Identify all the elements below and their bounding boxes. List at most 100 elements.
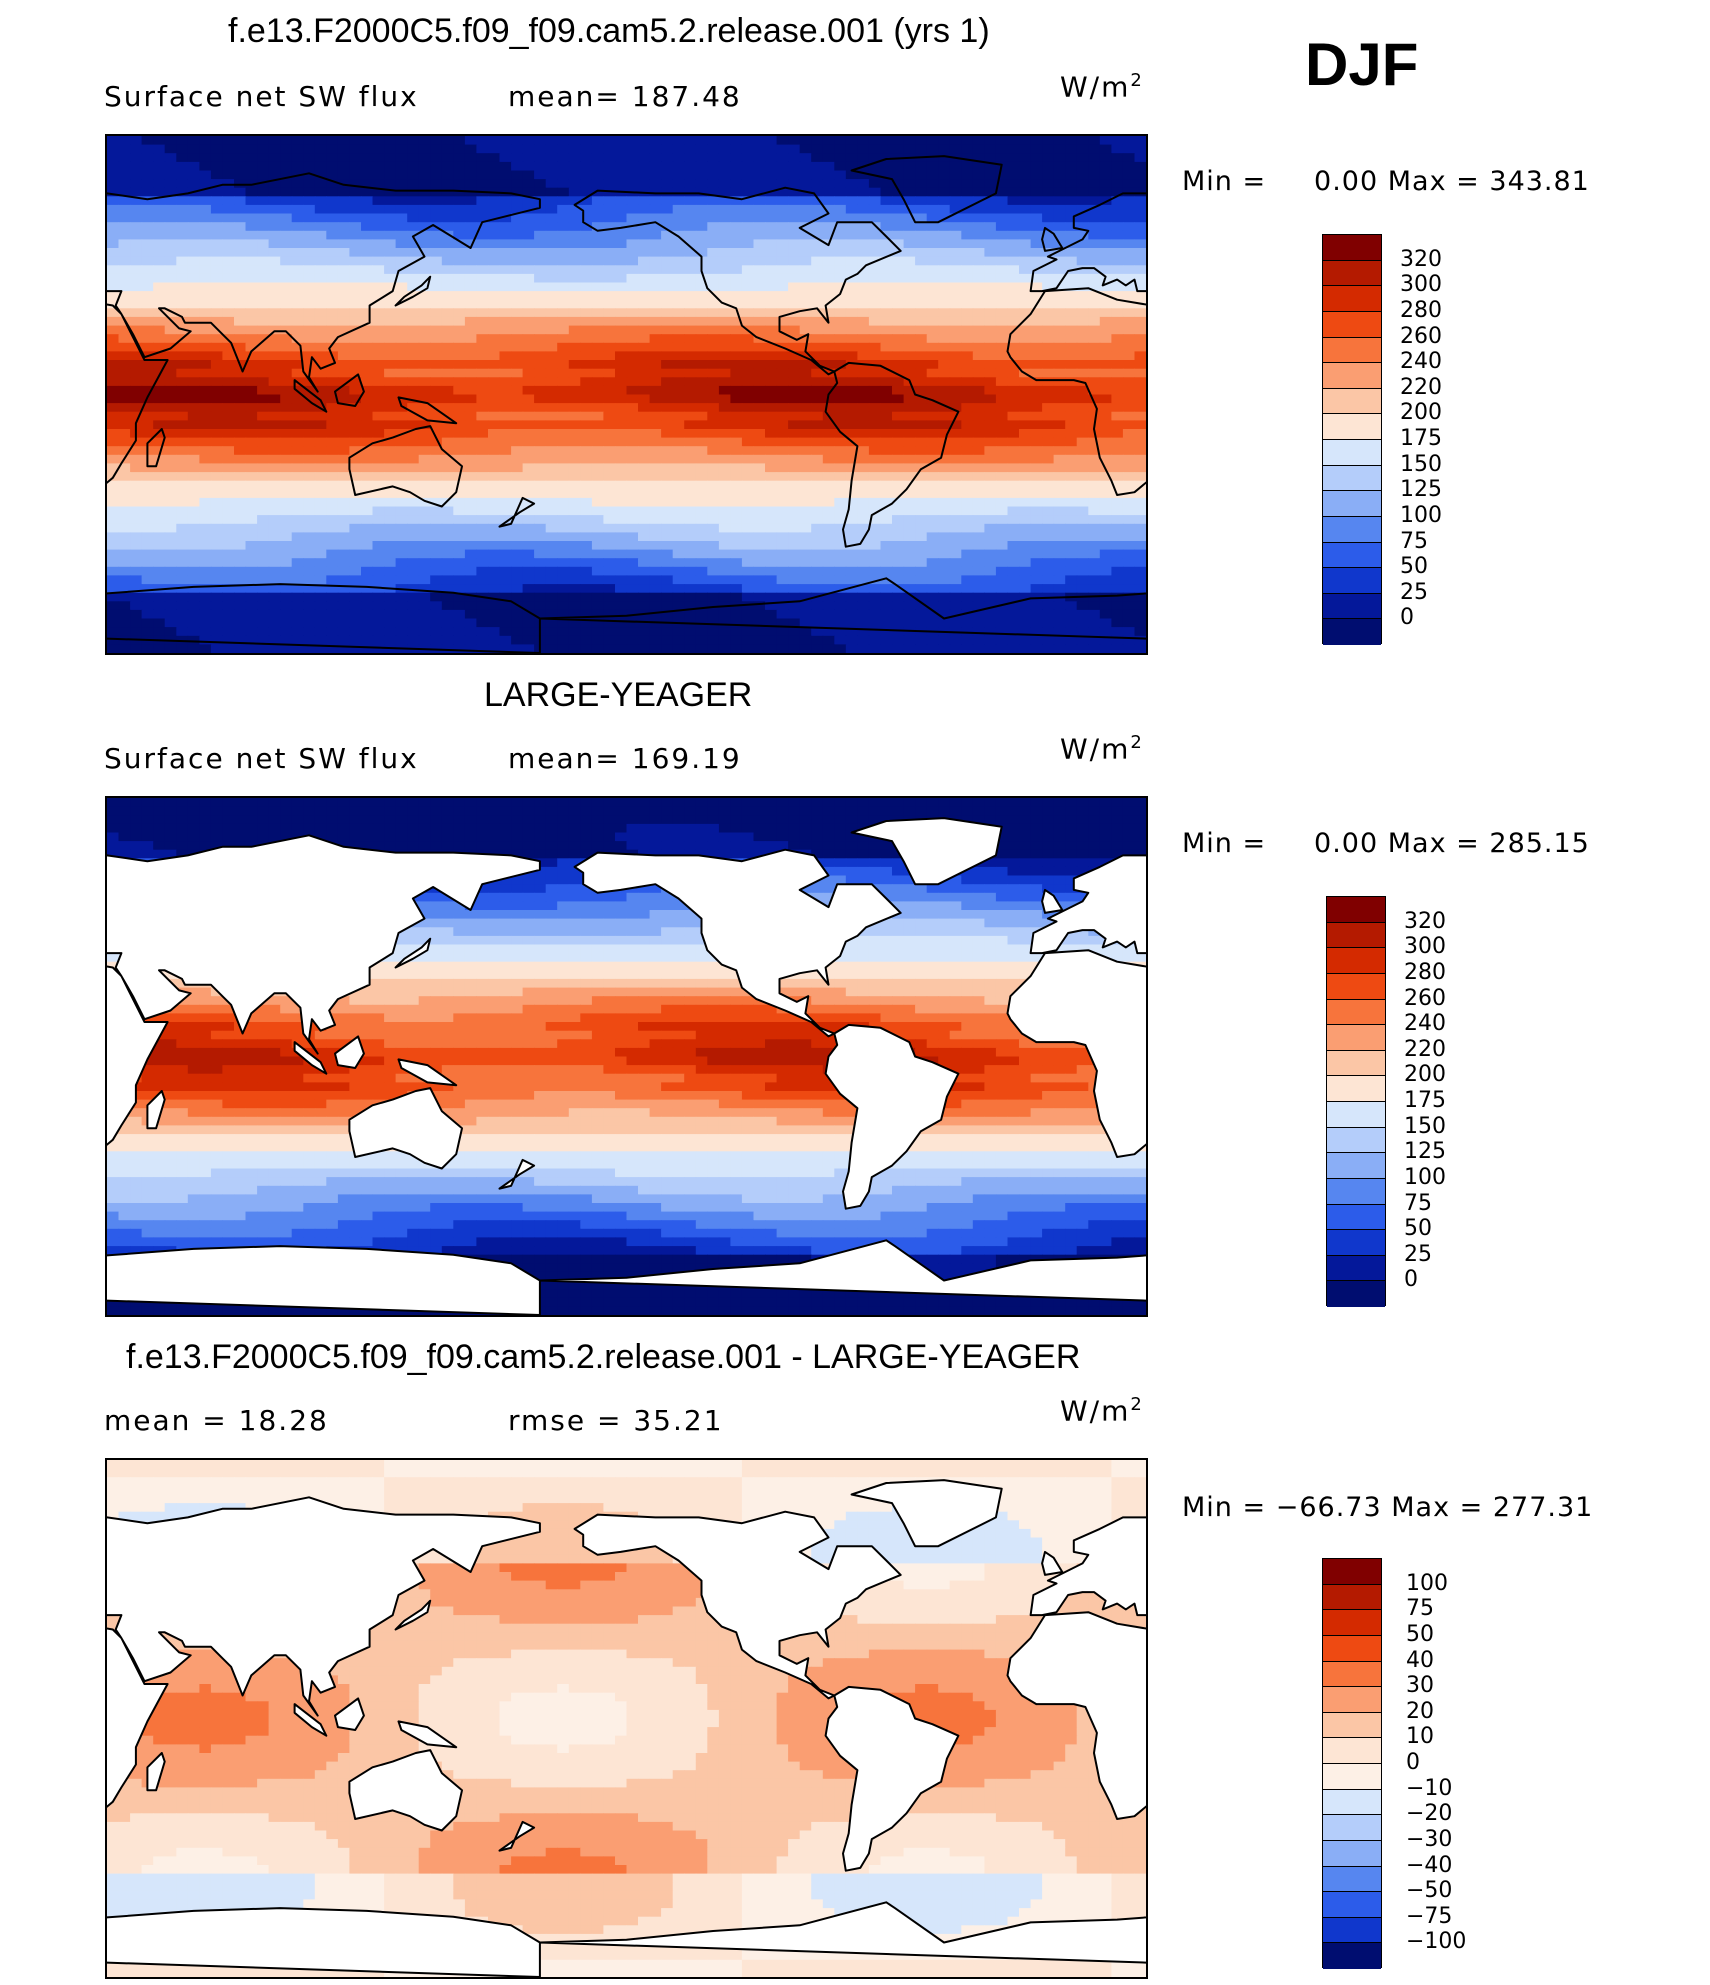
map-cell (591, 532, 604, 542)
map-cell (418, 342, 431, 352)
map-cell (868, 506, 881, 516)
map-cell (372, 299, 385, 309)
map-cell (441, 575, 454, 585)
map-cell (649, 411, 662, 421)
map-cell (949, 291, 962, 301)
map-cell (210, 153, 223, 163)
map-cell (938, 136, 951, 146)
map-cell (430, 385, 443, 396)
map-cell (130, 601, 143, 611)
map-cell (1076, 187, 1089, 197)
map-cell (464, 403, 477, 413)
map-cell (361, 187, 374, 197)
map-cell (199, 153, 212, 163)
map-cell (268, 523, 281, 533)
map-cell (776, 153, 789, 163)
map-cell (314, 566, 327, 576)
map-cell (1053, 222, 1066, 232)
map-cell (303, 179, 316, 189)
map-cell (187, 523, 200, 533)
map-cell (811, 334, 824, 344)
map-cell (591, 385, 604, 396)
map-cell (141, 213, 154, 223)
map-cell (187, 239, 200, 249)
map-cell (361, 308, 374, 318)
map-cell (603, 584, 616, 594)
map-cell (684, 429, 697, 439)
map-cell (557, 558, 570, 568)
map-cell (603, 523, 616, 533)
map-cell (995, 506, 1008, 516)
map-cell (765, 411, 778, 421)
map-cell (1122, 463, 1135, 473)
map-cell (799, 222, 812, 232)
map-cell (776, 334, 789, 344)
map-cell (949, 523, 962, 533)
map-cell (176, 541, 189, 551)
map-cell (545, 334, 558, 344)
map-cell (961, 541, 974, 551)
map-cell (995, 420, 1008, 430)
map-cell (314, 472, 327, 482)
map-cell (118, 541, 131, 551)
map-cell (1088, 265, 1101, 275)
map-cell (291, 265, 304, 275)
map-cell (326, 299, 339, 309)
map-cell (603, 541, 616, 551)
map-cell (210, 230, 223, 240)
map-cell (707, 282, 720, 292)
map-cell (822, 136, 835, 146)
map-cell (661, 248, 674, 258)
map-cell (834, 360, 847, 370)
map-cell (984, 308, 997, 318)
map-cell (245, 472, 258, 482)
map-cell (892, 256, 905, 266)
map-cell (915, 308, 928, 318)
map-cell (384, 541, 397, 551)
map-cell (972, 506, 985, 516)
map-cell (268, 377, 281, 387)
map-cell (1076, 248, 1089, 258)
map-cell (984, 170, 997, 180)
map-cell (880, 429, 893, 439)
map-cell (995, 299, 1008, 309)
map-cell (880, 532, 893, 542)
map-cell (961, 273, 974, 284)
map-cell (638, 265, 651, 275)
map-cell (118, 584, 131, 594)
map-cell (591, 170, 604, 180)
map-cell (661, 265, 674, 275)
map-cell (615, 248, 628, 258)
map-cell (164, 136, 177, 146)
map-cell (903, 248, 916, 258)
map-cell (1030, 291, 1043, 301)
map-cell (337, 256, 350, 266)
map-cell (534, 299, 547, 309)
map-cell (557, 592, 570, 602)
map-cell (868, 558, 881, 568)
map-cell (684, 532, 697, 542)
map-cell (961, 368, 974, 378)
map-cell (222, 360, 235, 370)
map-cell (534, 523, 547, 533)
map-cell (857, 179, 870, 189)
map-cell (984, 541, 997, 551)
map-cell (845, 351, 858, 361)
map-cell (107, 256, 120, 266)
map-cell (557, 161, 570, 172)
map-cell (972, 497, 985, 508)
map-cell (995, 403, 1008, 413)
map-cell (926, 204, 939, 215)
map-cell (372, 153, 385, 163)
map-cell (1007, 454, 1020, 464)
map-cell (164, 273, 177, 284)
map-cell (892, 429, 905, 439)
map-cell (799, 161, 812, 172)
map-cell (741, 273, 754, 284)
map-cell (534, 308, 547, 318)
map-cell (1111, 282, 1124, 292)
map-cell (903, 161, 916, 172)
map-cell (407, 394, 420, 404)
map-cell (441, 222, 454, 232)
map-cell (199, 316, 212, 327)
